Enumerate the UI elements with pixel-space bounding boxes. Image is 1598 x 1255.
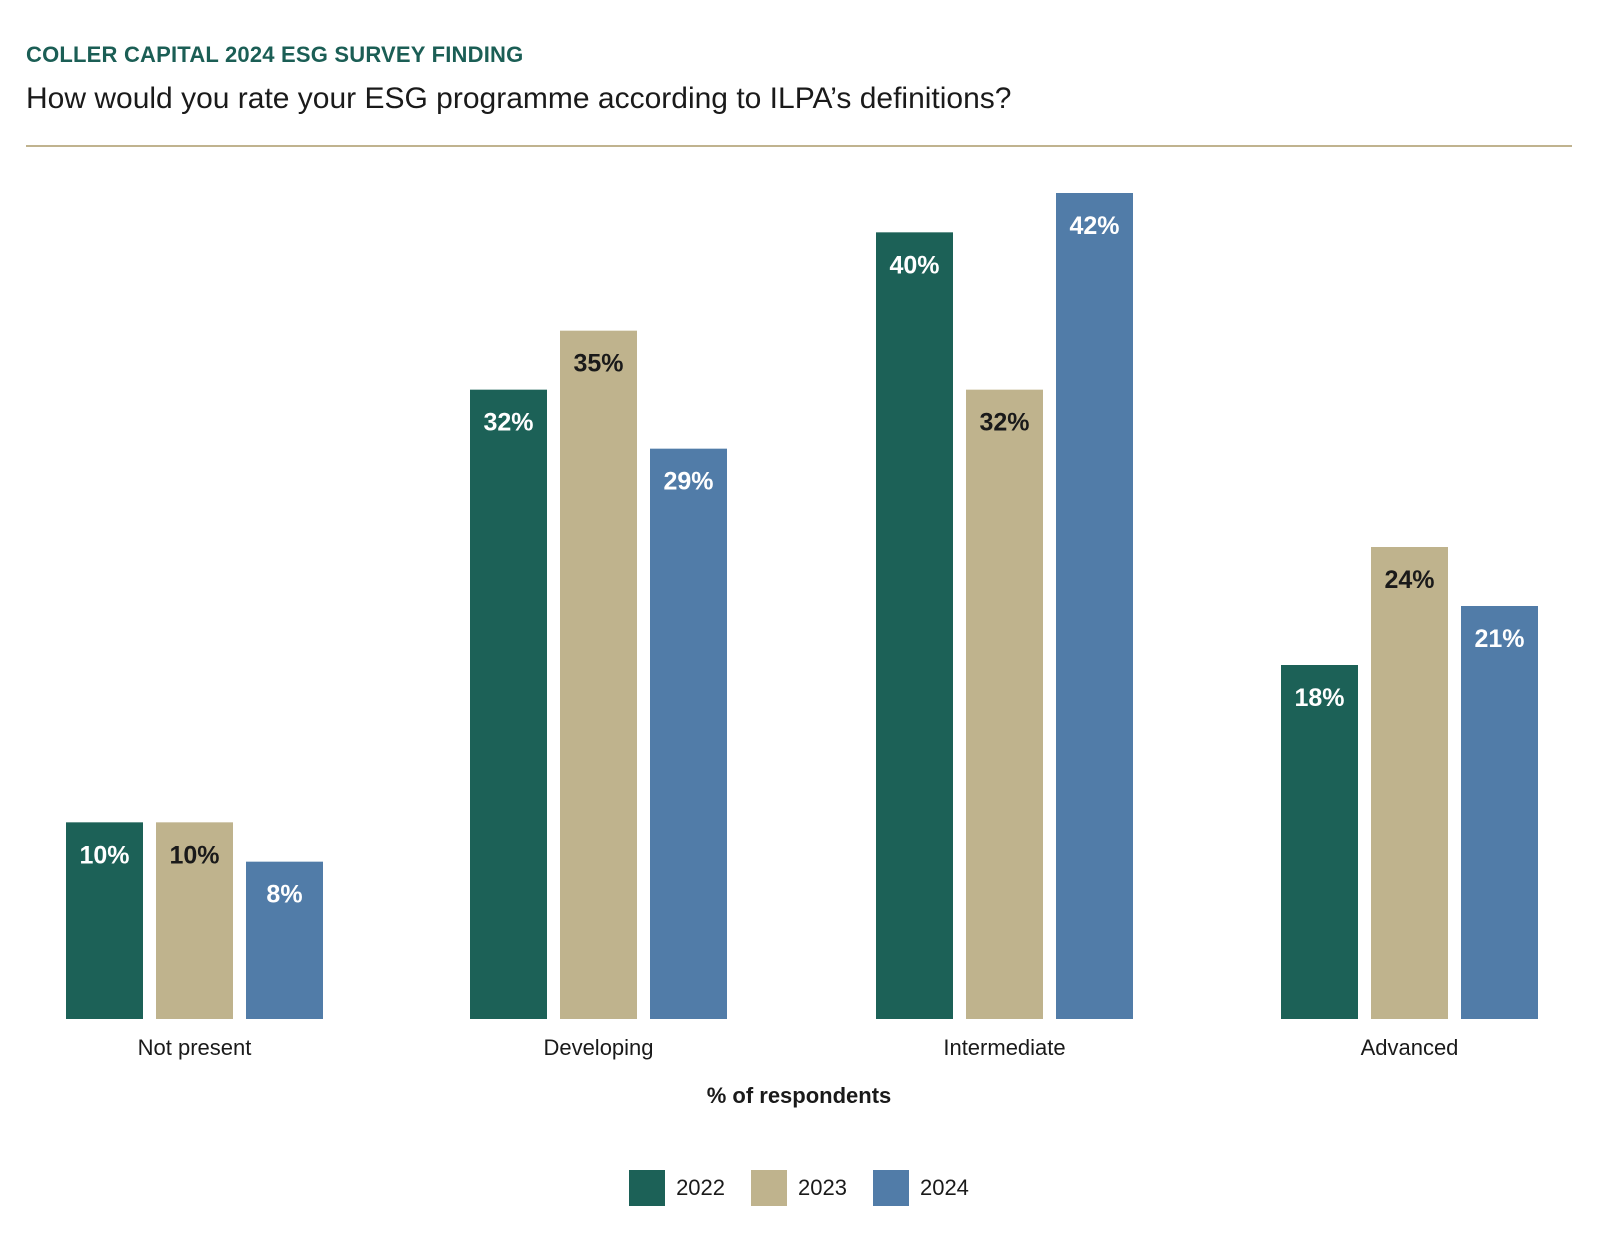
bar-developing-2024: [650, 448, 727, 1020]
data-label-advanced-2023: 24%: [1384, 566, 1434, 594]
legend-swatch-2022: [629, 1170, 666, 1206]
bar-advanced-2023: [1371, 547, 1448, 1019]
bar-intermediate-2022: [876, 232, 953, 1020]
data-label-not-present-2022: 10%: [79, 841, 129, 869]
legend-swatch-2024: [872, 1170, 909, 1206]
data-label-advanced-2024: 21%: [1474, 625, 1524, 653]
bar-not-present-2022: [66, 822, 143, 1019]
legend-item-2023: 2023: [751, 1170, 847, 1206]
data-label-intermediate-2022: 40%: [889, 251, 939, 279]
data-label-not-present-2024: 8%: [266, 881, 302, 909]
bar-intermediate-2023: [966, 389, 1043, 1020]
chart-question: How would you rate your ESG programme ac…: [26, 82, 1012, 115]
bar-advanced-2022: [1281, 665, 1358, 1019]
bar-developing-2022: [470, 389, 547, 1020]
category-label-not-present: Not present: [138, 1035, 252, 1060]
bar-not-present-2023: [156, 822, 233, 1019]
category-label-developing: Developing: [543, 1035, 653, 1060]
legend-item-2022: 2022: [629, 1170, 725, 1206]
bar-intermediate-2024: [1056, 193, 1133, 1019]
header-divider: [26, 145, 1572, 147]
legend-label-2024: 2024: [919, 1175, 969, 1200]
legend-label-2022: 2022: [676, 1175, 726, 1200]
data-label-intermediate-2023: 32%: [979, 409, 1029, 437]
data-label-developing-2023: 35%: [573, 350, 623, 378]
legend: 2022 2023 2024: [0, 1170, 1598, 1206]
legend-swatch-2023: [751, 1170, 788, 1206]
data-label-advanced-2022: 18%: [1294, 684, 1344, 712]
data-label-intermediate-2024: 42%: [1069, 212, 1119, 240]
bar-advanced-2024: [1461, 606, 1538, 1019]
bar-developing-2023: [560, 330, 637, 1020]
data-label-developing-2022: 32%: [483, 409, 533, 437]
data-label-developing-2024: 29%: [663, 468, 713, 496]
kicker-title: COLLER CAPITAL 2024 ESG SURVEY FINDING: [26, 42, 524, 67]
bar-not-present-2024: [246, 861, 323, 1019]
legend-label-2023: 2023: [798, 1175, 847, 1200]
legend-item-2024: 2024: [872, 1170, 969, 1206]
data-label-not-present-2023: 10%: [169, 841, 219, 869]
category-label-advanced: Advanced: [1361, 1035, 1459, 1060]
x-axis-label: % of respondents: [706, 1083, 892, 1108]
category-label-intermediate: Intermediate: [943, 1035, 1065, 1060]
